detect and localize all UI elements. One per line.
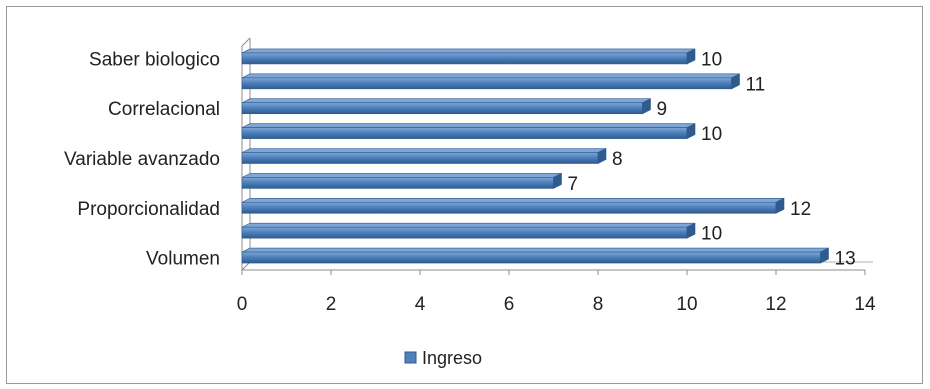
x-tick-label: 0	[237, 294, 248, 315]
x-tick-label: 10	[676, 294, 697, 315]
category-label: Variable avanzado	[64, 149, 220, 170]
chart-frame	[6, 6, 923, 384]
legend-swatch	[404, 351, 417, 364]
bar-front-face	[241, 52, 688, 65]
category-label: Volumen	[146, 249, 220, 270]
bar-end-face	[820, 247, 829, 264]
bar	[241, 197, 785, 214]
bar-front-face	[241, 152, 599, 164]
bar	[241, 73, 740, 90]
x-tick-label: 2	[326, 294, 337, 315]
bars	[241, 48, 829, 264]
bar-end-face	[686, 123, 696, 140]
axis-depth-top	[241, 37, 251, 47]
bar-front-face	[241, 102, 643, 115]
bar	[241, 222, 696, 239]
bar-end-face	[686, 222, 696, 239]
category-label: Proporcionalidad	[77, 199, 220, 220]
bar-front-face	[241, 201, 777, 214]
bar-front-face	[241, 226, 688, 239]
category-label: Correlacional	[108, 99, 220, 120]
bar-top-face	[241, 48, 696, 54]
bar-top-face	[241, 148, 607, 153]
data-label: 10	[701, 124, 722, 145]
data-label: 10	[701, 49, 722, 70]
bar-end-face	[597, 148, 607, 164]
bar	[241, 148, 607, 164]
data-label: 10	[701, 224, 722, 245]
data-label: 12	[790, 199, 811, 220]
bar-top-face	[241, 173, 562, 178]
data-label: 13	[835, 249, 856, 270]
bar-end-face	[553, 172, 562, 189]
x-tick-label: 6	[504, 294, 515, 315]
bar-end-face	[686, 48, 696, 65]
data-label: 8	[612, 149, 623, 170]
bar-end-face	[642, 98, 651, 115]
bar-front-face	[241, 251, 821, 264]
x-tick-label: 8	[593, 294, 604, 315]
bar-top-face	[241, 197, 785, 203]
bar-top-face	[241, 247, 829, 253]
data-label: 7	[568, 174, 579, 195]
bar	[241, 98, 651, 115]
legend-label: Ingreso	[422, 348, 482, 368]
bar	[241, 172, 562, 189]
x-tick-label: 12	[765, 294, 786, 315]
bar	[241, 123, 696, 140]
bar-top-face	[241, 123, 696, 128]
bar-end-face	[731, 73, 740, 90]
bar	[241, 48, 696, 65]
bar-top-face	[241, 222, 696, 228]
x-tick-label: 4	[415, 294, 426, 315]
bar-top-face	[241, 73, 740, 79]
bar	[241, 247, 829, 264]
category-label: Saber biologico	[89, 49, 220, 70]
labels: 10 Saber biologico 11 9 Correlacional 10 8 Vari…	[64, 49, 856, 269]
legend: Ingreso	[404, 348, 482, 368]
bar-front-face	[241, 177, 554, 189]
bar-end-face	[775, 197, 785, 214]
data-label: 9	[657, 99, 668, 120]
x-tick-label: 14	[854, 294, 876, 315]
bar-top-face	[241, 98, 651, 104]
data-label: 11	[746, 74, 766, 95]
bar-front-face	[241, 127, 688, 139]
bar-front-face	[241, 77, 732, 90]
